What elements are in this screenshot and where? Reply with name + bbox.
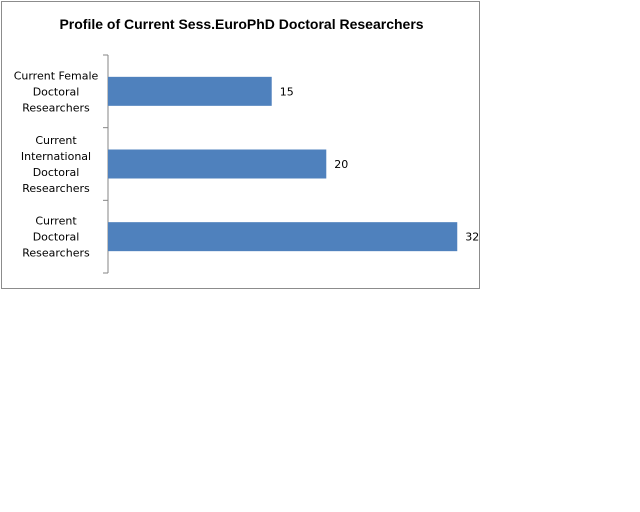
bar xyxy=(108,222,458,252)
bar-value-label: 32 xyxy=(465,231,479,244)
category-label-line: International xyxy=(21,150,91,163)
category-label: Current Doctoral Researchers xyxy=(22,215,90,260)
category-label-line: Current xyxy=(35,134,77,147)
bar xyxy=(108,76,272,106)
category-label-line: Researchers xyxy=(22,247,90,260)
bar-layer xyxy=(108,76,458,252)
label-layer: 15 Current Female Doctoral Researchers 20 Cur… xyxy=(14,69,480,259)
category-label-line: Doctoral xyxy=(33,85,80,98)
chart-plot: 15 Current Female Doctoral Researchers 20 Cur… xyxy=(14,54,480,274)
axis-layer xyxy=(103,54,109,274)
chart-frame: Profile of Current Sess.EuroPhD Doctoral… xyxy=(1,1,480,289)
bar-value-label: 20 xyxy=(334,158,348,171)
category-label-line: Doctoral xyxy=(33,231,80,244)
category-label: Current International Doctoral Researchers xyxy=(21,134,91,195)
chart-title: Profile of Current Sess.EuroPhD Doctoral… xyxy=(59,16,424,32)
category-label-line: Current Female xyxy=(14,69,99,82)
category-label: Current Female Doctoral Researchers xyxy=(14,69,99,114)
bar xyxy=(108,149,327,179)
category-label-line: Current xyxy=(35,215,77,228)
category-label-line: Doctoral xyxy=(33,166,80,179)
category-label-line: Researchers xyxy=(22,182,90,195)
bar-value-label: 15 xyxy=(280,85,294,98)
category-label-line: Researchers xyxy=(22,101,90,114)
